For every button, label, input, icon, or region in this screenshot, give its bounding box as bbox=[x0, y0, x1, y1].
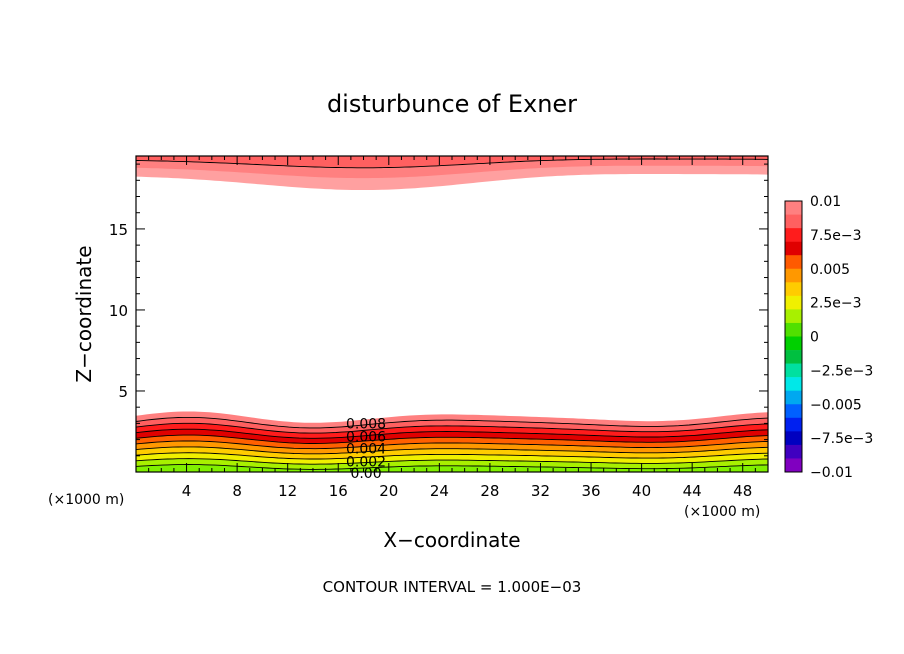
colorbar-swatch bbox=[785, 255, 802, 270]
colorbar-label: 0.005 bbox=[810, 262, 850, 278]
colorbar-swatch bbox=[785, 444, 802, 459]
contour-label: 0.008 bbox=[346, 416, 386, 432]
colorbar-label: 0 bbox=[810, 330, 819, 346]
colorbar-swatch bbox=[785, 377, 802, 391]
y-axis-ticks: 5 10 15 bbox=[109, 163, 768, 457]
x-tick-label: 8 bbox=[232, 482, 242, 500]
colorbar bbox=[784, 200, 803, 473]
colorbar-swatch bbox=[785, 282, 802, 297]
x-unit-left: (×1000 m) bbox=[48, 492, 124, 508]
colorbar-swatch bbox=[785, 241, 802, 256]
colorbar-swatch bbox=[785, 228, 802, 242]
x-tick-label: 28 bbox=[480, 482, 499, 500]
x-tick-label: 4 bbox=[182, 482, 192, 500]
x-tick-label: 40 bbox=[632, 482, 651, 500]
colorbar-swatch bbox=[785, 268, 802, 283]
y-tick-label: 5 bbox=[118, 383, 128, 401]
chart-title: disturbunce of Exner bbox=[327, 90, 577, 118]
colorbar-swatch bbox=[785, 458, 802, 473]
contour-label: 0.006 bbox=[346, 429, 386, 445]
colorbar-labels: 0.01 7.5e−3 0.005 2.5e−3 0 −2.5e−3 −0.005 −7.5e… bbox=[810, 194, 873, 481]
contour-line bbox=[135, 422, 769, 434]
contour-label: 0.00 bbox=[350, 466, 381, 482]
contour-line bbox=[135, 158, 769, 169]
y-tick-label: 10 bbox=[109, 302, 128, 320]
contour-interval-text: CONTOUR INTERVAL = 1.000E−03 bbox=[323, 578, 582, 596]
x-tick-label: 44 bbox=[683, 482, 702, 500]
contour-line bbox=[135, 452, 769, 460]
contour-line bbox=[135, 458, 769, 465]
colorbar-swatch bbox=[785, 431, 802, 446]
colorbar-swatch bbox=[785, 390, 802, 405]
colorbar-swatch bbox=[785, 336, 802, 351]
contour-label: 0.004 bbox=[346, 442, 386, 458]
colorbar-swatch bbox=[785, 322, 802, 337]
contour-line bbox=[135, 416, 769, 429]
colorbar-swatch bbox=[785, 404, 802, 419]
colorbar-label: 7.5e−3 bbox=[810, 228, 862, 244]
x-tick-label: 24 bbox=[430, 482, 449, 500]
colorbar-label: 0.01 bbox=[810, 194, 841, 210]
contour-line bbox=[135, 446, 769, 455]
colorbar-frame bbox=[784, 200, 803, 473]
contour-label: 0.002 bbox=[346, 454, 386, 470]
colorbar-swatch bbox=[785, 363, 802, 378]
colorbar-swatch bbox=[785, 350, 802, 364]
x-tick-label: 32 bbox=[531, 482, 550, 500]
x-axis-ticks: 4 8 12 16 20 24 28 32 36 40 44 48 bbox=[148, 156, 756, 500]
x-tick-label: 36 bbox=[581, 482, 600, 500]
colorbar-label: 2.5e−3 bbox=[810, 296, 862, 312]
y-tick-label: 15 bbox=[109, 221, 128, 239]
x-tick-label: 48 bbox=[733, 482, 752, 500]
colorbar-swatch bbox=[785, 295, 802, 310]
colorbar-swatch bbox=[785, 214, 802, 229]
x-axis-label: X−coordinate bbox=[383, 528, 520, 552]
x-tick-label: 16 bbox=[329, 482, 348, 500]
contour-fills bbox=[136, 156, 768, 472]
contour-line bbox=[135, 434, 769, 444]
contour-lines bbox=[135, 158, 769, 470]
colorbar-swatch bbox=[785, 201, 802, 215]
colorbar-label: −7.5e−3 bbox=[810, 431, 873, 447]
x-unit-right: (×1000 m) bbox=[684, 504, 760, 520]
contour-line bbox=[135, 428, 769, 439]
contour-line bbox=[135, 440, 769, 450]
y-axis-label: Z−coordinate bbox=[72, 245, 96, 382]
colorbar-label: −0.01 bbox=[810, 465, 853, 481]
x-tick-label: 12 bbox=[278, 482, 297, 500]
colorbar-swatch bbox=[785, 417, 802, 432]
colorbar-label: −2.5e−3 bbox=[810, 363, 873, 379]
colorbar-label: −0.005 bbox=[810, 397, 862, 413]
colorbar-swatch bbox=[785, 309, 802, 324]
x-tick-label: 20 bbox=[379, 482, 398, 500]
contour-line bbox=[135, 464, 769, 470]
